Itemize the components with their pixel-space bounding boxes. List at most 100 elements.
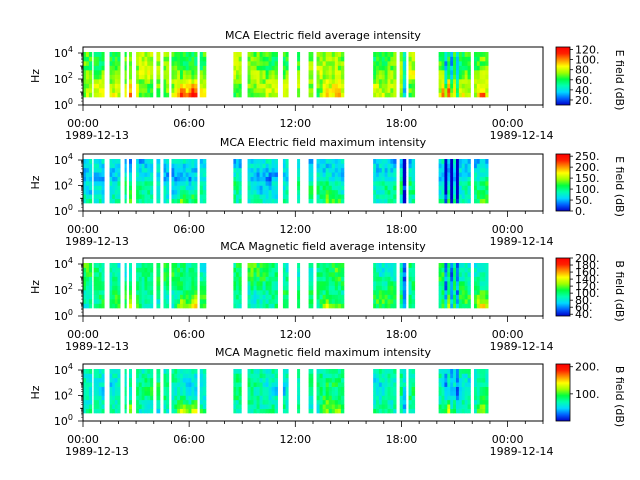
heatmap-cell bbox=[83, 399, 87, 405]
heatmap-cell bbox=[93, 52, 97, 57]
heatmap-cell bbox=[138, 377, 143, 383]
heatmap-cell bbox=[194, 281, 198, 286]
heatmap-cell bbox=[174, 285, 178, 291]
heatmap-cell bbox=[180, 408, 184, 414]
heatmap-cell bbox=[129, 65, 132, 71]
heatmap-cell bbox=[408, 92, 412, 98]
heatmap-cell bbox=[387, 303, 391, 309]
heatmap-cell bbox=[250, 281, 254, 286]
heatmap-cell bbox=[441, 159, 445, 164]
heatmap-cell bbox=[166, 285, 170, 291]
heatmap-cell bbox=[438, 285, 442, 291]
heatmap-cell bbox=[250, 285, 254, 291]
heatmap-cell bbox=[188, 92, 192, 98]
heatmap-cell bbox=[188, 369, 192, 374]
heatmap-cell bbox=[250, 167, 254, 173]
heatmap-cell bbox=[485, 369, 489, 374]
heatmap-cell bbox=[387, 194, 391, 199]
heatmap-cell bbox=[109, 65, 113, 71]
heatmap-cells bbox=[83, 369, 489, 414]
heatmap-cell bbox=[171, 167, 175, 173]
heatmap-cell bbox=[96, 83, 100, 89]
heatmap-cell bbox=[485, 386, 489, 392]
heatmap-cell bbox=[101, 299, 105, 304]
heatmap-cell bbox=[399, 267, 404, 273]
heatmap-cell bbox=[337, 70, 342, 75]
heatmap-cell bbox=[238, 88, 242, 93]
heatmap-cell bbox=[384, 56, 388, 62]
heatmap-cell bbox=[464, 172, 468, 177]
heatmap-cell bbox=[109, 176, 113, 182]
heatmap-cell bbox=[337, 56, 342, 62]
heatmap-cell bbox=[322, 408, 327, 414]
heatmap-cell bbox=[233, 159, 237, 164]
heatmap-cell bbox=[268, 373, 272, 379]
heatmap-cell bbox=[144, 263, 148, 268]
heatmap-cell bbox=[112, 299, 116, 304]
heatmap-cell bbox=[482, 399, 486, 405]
heatmap-cell bbox=[376, 263, 380, 268]
heatmap-cell bbox=[390, 181, 394, 186]
heatmap-cell bbox=[247, 281, 251, 286]
heatmap-cell bbox=[408, 189, 412, 195]
heatmap-cell bbox=[381, 399, 386, 405]
heatmap-cell bbox=[156, 294, 161, 300]
heatmap-cell bbox=[322, 281, 327, 286]
heatmap-cell bbox=[274, 167, 278, 173]
heatmap-cell bbox=[88, 83, 93, 89]
heatmap-cell bbox=[259, 294, 263, 300]
heatmap-cell bbox=[136, 369, 140, 374]
heatmap-cell bbox=[138, 382, 143, 387]
heatmap-cell bbox=[458, 377, 463, 383]
heatmap-cell bbox=[274, 92, 278, 98]
heatmap-cell bbox=[393, 263, 397, 268]
heatmap-cell bbox=[150, 294, 154, 300]
heatmap-cell bbox=[378, 263, 383, 268]
heatmap-cell bbox=[325, 167, 330, 173]
heatmap-cell bbox=[393, 391, 397, 396]
heatmap-cell bbox=[141, 399, 145, 405]
heatmap-cell bbox=[182, 194, 187, 199]
heatmap-cell bbox=[461, 198, 466, 204]
heatmap-cell bbox=[177, 391, 181, 396]
heatmap-cell bbox=[402, 391, 407, 396]
heatmap-cell bbox=[384, 163, 388, 169]
heatmap-cell bbox=[479, 276, 483, 282]
heatmap-cell bbox=[476, 399, 481, 405]
colorbar-tick-label: 160. bbox=[575, 266, 600, 279]
heatmap-cell bbox=[124, 52, 127, 57]
heatmap-cell bbox=[88, 267, 93, 273]
heatmap-cell bbox=[112, 404, 116, 409]
heatmap-cell bbox=[474, 404, 478, 409]
heatmap-cell bbox=[331, 181, 336, 186]
heatmap-cell bbox=[399, 294, 404, 300]
heatmap-cell bbox=[253, 263, 257, 268]
heatmap-cell bbox=[390, 391, 394, 396]
heatmap-cell bbox=[171, 276, 175, 282]
heatmap-cell bbox=[402, 267, 407, 273]
heatmap-cell bbox=[174, 194, 178, 199]
heatmap-cell bbox=[285, 65, 289, 71]
heatmap-cell bbox=[297, 294, 301, 300]
heatmap-cell bbox=[340, 79, 345, 84]
heatmap-cell bbox=[274, 369, 278, 374]
heatmap-cell bbox=[180, 65, 184, 71]
heatmap-cell bbox=[328, 263, 333, 268]
heatmap-cell bbox=[325, 163, 330, 169]
heatmap-cell bbox=[256, 290, 260, 295]
heatmap-cell bbox=[271, 163, 275, 169]
heatmap-cell bbox=[271, 290, 275, 295]
heatmap-cell bbox=[191, 56, 195, 62]
heatmap-cell bbox=[438, 303, 442, 309]
heatmap-cell bbox=[485, 79, 489, 84]
heatmap-cell bbox=[376, 181, 380, 186]
heatmap-cell bbox=[373, 382, 377, 387]
heatmap-cell bbox=[233, 404, 237, 409]
heatmap-cell bbox=[93, 70, 97, 75]
heatmap-cell bbox=[319, 404, 323, 409]
heatmap-cell bbox=[441, 167, 445, 173]
heatmap-cell bbox=[166, 267, 170, 273]
heatmap-cell bbox=[268, 79, 272, 84]
heatmap-cell bbox=[316, 369, 320, 374]
heatmap-cell bbox=[124, 65, 127, 71]
